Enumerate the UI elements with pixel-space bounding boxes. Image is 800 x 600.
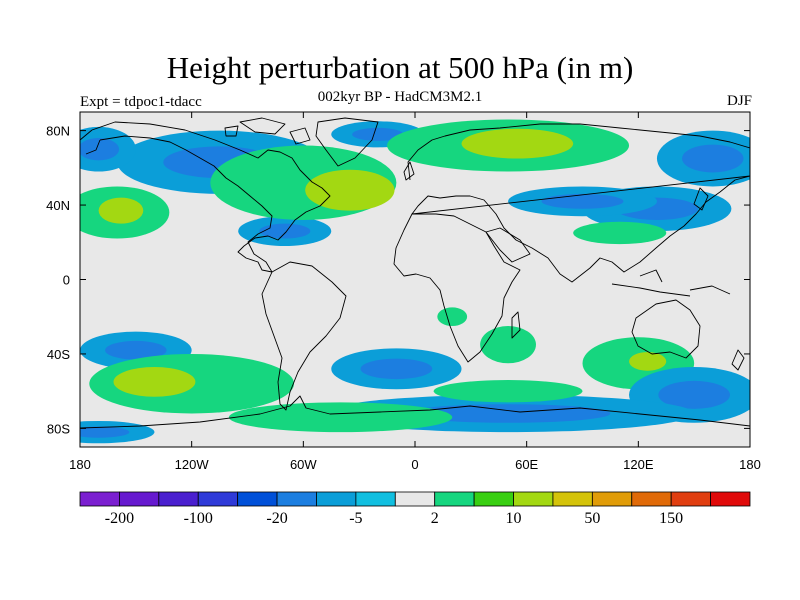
colorbar-box: [473, 491, 514, 507]
field-contour-core-6: [259, 223, 311, 239]
field-contour-10: [305, 169, 395, 211]
colorbar-label: -20: [266, 510, 287, 527]
lon-tick-label: 60E: [515, 457, 538, 472]
field-contour-11: [461, 128, 574, 159]
coast-north-america: [91, 121, 331, 273]
field-contour-24: [228, 402, 453, 433]
coast-new-zealand: [731, 349, 745, 371]
field-contour-16: [480, 326, 536, 364]
coast-madagascar: [511, 311, 521, 339]
coast-indonesia: [611, 269, 731, 297]
colorbar-box: [591, 491, 633, 507]
lat-tick-label: 80N: [46, 124, 70, 139]
coast-uk: [403, 161, 415, 181]
field-contour-13: [573, 221, 667, 245]
coast-greenland: [315, 117, 379, 167]
coast-south-america: [261, 261, 347, 411]
coast-arctic-islands: [224, 117, 311, 145]
field-contour-core-1: [682, 144, 744, 173]
colorbar-label: -200: [105, 510, 134, 527]
field-contour-26: [433, 380, 583, 403]
colorbar-box: [79, 491, 120, 507]
field-contour-19: [629, 352, 667, 371]
colorbar-label: 150: [659, 510, 683, 527]
map-axes: 180 120W 60W 0 60E 120E 180 80N 40N 0 40S 80S: [46, 112, 761, 472]
coast-japan: [693, 187, 709, 211]
field-contour-core-4: [541, 193, 624, 209]
colorbar-label: 50: [584, 510, 600, 527]
field-contour-core-23: [405, 404, 611, 423]
coast-arabia: [485, 227, 531, 263]
season-label: DJF: [726, 93, 752, 109]
lat-tick-label: 0: [63, 273, 70, 288]
subtitle: 002kyr BP - HadCM3M2.1: [317, 89, 483, 105]
field-contour-core-25: [80, 426, 130, 438]
colorbar-label: 10: [506, 510, 522, 527]
colorbar-box: [158, 491, 199, 507]
colorbar-box: [119, 491, 160, 507]
lon-tick-label: 60W: [290, 457, 317, 472]
field-contour-21: [113, 366, 196, 397]
coast-eurasia: [407, 123, 750, 283]
field-contour-core-2: [80, 138, 120, 161]
colorbar: -200 -100 -20 -5 2 10 50 150: [79, 491, 751, 527]
height-field: [80, 112, 750, 447]
colorbar-box: [552, 491, 593, 507]
page-title: Height perturbation at 500 hPa (in m): [166, 50, 634, 85]
colorbar-box: [434, 491, 475, 507]
colorbar-box: [276, 491, 317, 507]
colorbar-box: [394, 491, 436, 507]
coast-australia: [631, 299, 701, 359]
lon-tick-label: 120W: [175, 457, 210, 472]
field-contour-core-5: [352, 127, 404, 141]
colorbar-label: 2: [431, 510, 439, 527]
colorbar-box: [513, 491, 554, 507]
lat-tick-label: 40N: [46, 198, 70, 213]
colorbar-box: [237, 491, 278, 507]
coast-antarctica: [80, 395, 750, 429]
colorbar-box: [355, 491, 396, 507]
lon-tick-label: 180: [739, 457, 761, 472]
lon-tick-label: 180: [69, 457, 91, 472]
lon-tick-label: 0: [411, 457, 418, 472]
colorbar-label: -100: [184, 510, 213, 527]
field-contour-core-22: [658, 380, 730, 409]
lat-tick-label: 40S: [47, 347, 70, 362]
colorbar-box: [631, 491, 672, 507]
colorbar-label: -5: [349, 510, 362, 527]
colorbar-box: [316, 491, 357, 507]
field-contour-17: [437, 307, 468, 327]
colorbar-box: [670, 491, 711, 507]
lon-tick-label: 120E: [623, 457, 654, 472]
field-contour-12: [98, 197, 144, 224]
experiment-label: Expt = tdpoc1-tdacc: [80, 94, 202, 110]
field-contour-core-15: [360, 358, 433, 380]
colorbar-box: [197, 491, 239, 507]
lat-tick-label: 80S: [47, 421, 70, 436]
coast-alaska: [80, 129, 101, 155]
field-contour-core-14: [105, 340, 167, 360]
coastlines: [80, 117, 750, 429]
colorbar-box: [710, 491, 751, 507]
